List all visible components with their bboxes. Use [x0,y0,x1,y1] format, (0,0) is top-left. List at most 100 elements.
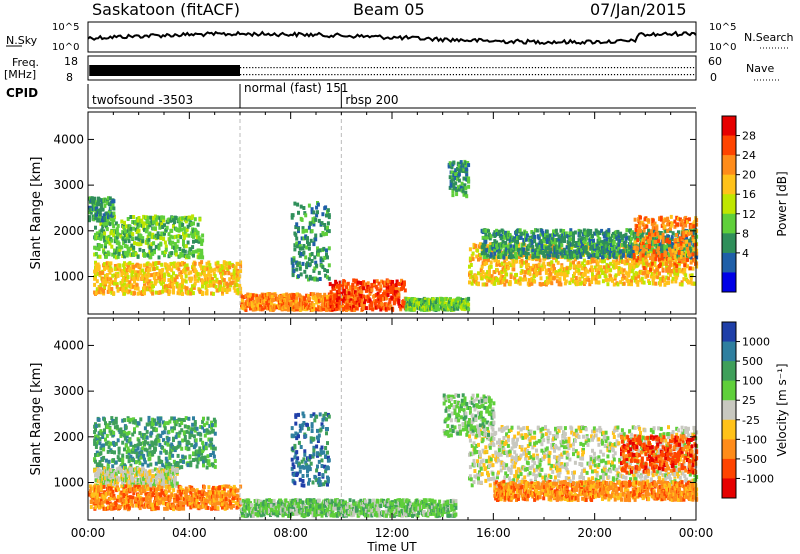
heatmap-cell [503,282,507,287]
heatmap-cell [158,223,162,227]
heatmap-cell [687,238,691,243]
heatmap-cell [108,270,112,275]
heatmap-cell [192,250,195,255]
nave-dot [662,74,664,76]
nave-dot [258,67,260,69]
nave-dot [279,67,281,69]
heatmap-cell [104,241,107,246]
heatmap-cell [222,288,226,293]
heatmap-cell [389,290,393,295]
heatmap-cell [374,293,378,297]
heatmap-cell [91,214,95,219]
heatmap-cell [98,273,102,278]
heatmap-cell [310,307,314,312]
heatmap-cell [137,237,141,242]
nave-dot [267,74,269,76]
nave-dot [309,74,312,76]
heatmap-cell [129,234,133,239]
heatmap-cell [96,236,100,240]
heatmap-cell [338,280,342,285]
heatmap-cell [201,233,205,238]
heatmap-cell [95,279,99,284]
heatmap-cell [418,298,422,302]
nave-dot [510,67,512,69]
heatmap-cell [488,245,492,249]
heatmap-cell [513,275,517,280]
freq-line [89,65,241,76]
heatmap-cell [157,246,161,251]
heatmap-cell [472,242,476,247]
heatmap-cell [633,264,637,269]
heatmap-cell [290,295,294,300]
heatmap-cell [226,284,230,289]
heatmap-cell [497,250,501,255]
heatmap-cell [107,237,111,242]
heatmap-cell [659,231,663,235]
heatmap-cell [619,252,623,257]
heatmap-cell [167,217,171,222]
heatmap-cell [183,233,187,238]
heatmap-cell [602,234,606,239]
heatmap-cell [475,254,479,259]
heatmap-cell [377,298,381,303]
nave-dot [489,67,491,69]
heatmap-cell [196,278,200,283]
heatmap-cell [271,298,275,302]
nave-dot [455,74,458,76]
heatmap-cell [448,301,452,306]
heatmap-cell [104,280,107,285]
heatmap-cell [525,237,528,242]
heatmap-cell [386,283,390,287]
heatmap-cell [261,305,265,310]
heatmap-cell [531,239,535,244]
heatmap-cell [546,279,550,283]
heatmap-cell [236,274,240,278]
heatmap-cell [661,276,665,281]
heatmap-cell [539,248,543,253]
heatmap-cell [581,280,585,285]
heatmap-cell [486,270,490,275]
nave-dot [367,67,369,69]
nave-dot [285,74,287,76]
heatmap-cell [648,244,651,248]
heatmap-cell [689,277,693,281]
heatmap-cell [318,292,322,297]
heatmap-cell [596,246,600,250]
heatmap-cell [554,248,558,253]
nave-dot [349,74,351,76]
heatmap-cell [144,252,148,257]
heatmap-cell [563,247,566,252]
nave-dot [537,67,540,69]
heatmap-cell [244,308,248,312]
heatmap-cell [124,262,128,267]
heatmap-cell [573,249,576,254]
heatmap-cell [127,251,131,256]
cpid-label-0: twofsound -3503 [92,93,193,107]
heatmap-cell [483,254,487,259]
heatmap-cell [223,281,227,286]
nave-dot [620,74,622,76]
heatmap-cell [477,282,480,287]
heatmap-cell [459,297,462,302]
nave-dot [528,67,530,69]
heatmap-cell [652,271,656,276]
heatmap-cell [547,246,551,251]
heatmap-cell [349,298,353,303]
heatmap-cell [112,218,116,223]
heatmap-cell [171,215,175,220]
heatmap-cell [354,292,358,297]
heatmap-cell [652,251,656,256]
heatmap-cell [324,299,328,304]
heatmap-cell [173,242,177,246]
heatmap-cell [94,236,97,241]
heatmap-cell [533,274,537,278]
heatmap-cell [485,261,489,265]
heatmap-cell [98,208,102,213]
heatmap-cell [208,277,212,282]
heatmap-cell [182,226,186,231]
nave-dot [574,74,576,76]
heatmap-cell [141,236,145,241]
heatmap-cell [106,277,110,282]
heatmap-cell [158,216,162,221]
heatmap-cell [146,287,150,292]
